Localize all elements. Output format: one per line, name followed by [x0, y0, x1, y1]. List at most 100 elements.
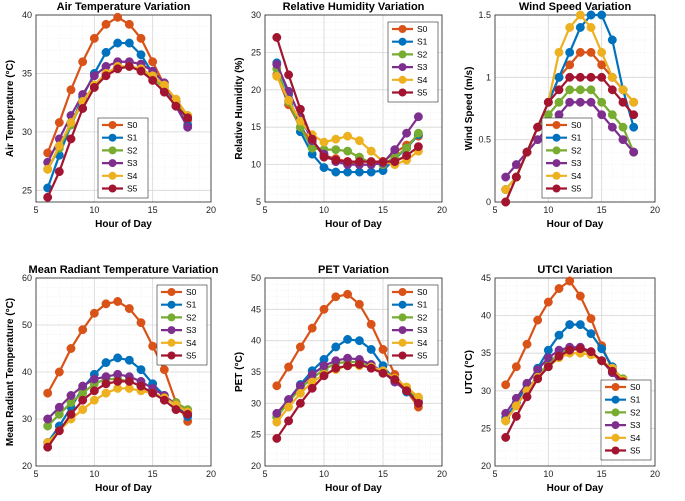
legend-box	[541, 117, 593, 199]
legend-swatch-marker	[398, 351, 407, 360]
plot-area-frame	[264, 277, 443, 467]
data-point	[565, 23, 575, 32]
data-point	[586, 10, 596, 20]
legend-swatch-marker	[398, 75, 407, 84]
data-point	[522, 147, 532, 157]
data-point	[586, 72, 596, 82]
data-point	[78, 57, 88, 67]
data-point	[575, 72, 585, 82]
data-point	[543, 362, 553, 372]
legend: S0 S1 S2 S3 S4 S5	[541, 117, 593, 199]
x-tick-label: 10	[89, 469, 99, 479]
data-point	[136, 381, 146, 391]
data-point	[501, 172, 511, 182]
x-axis-label: Hour of Day	[325, 219, 382, 230]
y-axis-label: Air Temperature (°C)	[5, 60, 16, 157]
y-tick-label: 40	[481, 311, 491, 321]
data-point	[43, 442, 53, 452]
data-point	[307, 383, 317, 393]
data-point	[575, 85, 585, 95]
legend-label: S3	[417, 325, 428, 335]
data-point	[295, 398, 305, 408]
data-point	[148, 57, 158, 67]
data-point	[597, 10, 607, 20]
data-point	[54, 426, 64, 436]
data-point	[307, 323, 317, 333]
legend-box	[97, 117, 149, 199]
data-point	[272, 417, 282, 427]
data-point	[343, 361, 353, 371]
data-point	[89, 83, 99, 92]
legend-box	[387, 21, 439, 103]
legend-label: S3	[127, 158, 138, 168]
x-tick-label: 15	[378, 205, 388, 215]
legend-label: S1	[127, 133, 138, 143]
data-point	[159, 365, 169, 375]
legend-label: S4	[186, 338, 197, 348]
data-point	[272, 32, 282, 42]
series-s5	[272, 32, 423, 167]
legend-label: S2	[571, 145, 582, 155]
x-axis-label: Hour of Day	[95, 219, 152, 230]
data-point	[307, 134, 317, 144]
data-point	[295, 104, 305, 114]
legend-swatch-marker	[552, 146, 561, 155]
data-point	[390, 375, 400, 384]
data-point	[78, 395, 88, 405]
legend-label: S1	[417, 37, 428, 47]
data-point	[607, 85, 617, 95]
x-tick-label: 15	[597, 205, 607, 215]
data-point	[366, 167, 376, 177]
legend-swatch-marker	[167, 313, 176, 322]
x-tick-label: 5	[492, 205, 497, 215]
data-point	[575, 97, 585, 107]
data-point	[597, 344, 607, 354]
legend-swatch-marker	[167, 326, 176, 335]
y-tick-label: 35	[251, 367, 261, 377]
data-point	[565, 320, 575, 330]
data-point	[533, 365, 543, 375]
data-point	[629, 147, 639, 157]
data-point	[136, 365, 146, 375]
data-point	[565, 72, 575, 82]
data-point	[586, 97, 596, 107]
data-point	[284, 362, 294, 372]
x-tick-label: 20	[437, 469, 447, 479]
data-point	[354, 336, 364, 346]
data-point	[113, 64, 123, 74]
data-point	[101, 19, 111, 29]
data-point	[319, 137, 329, 147]
data-point	[354, 360, 364, 369]
data-point	[319, 371, 329, 381]
legend: S0 S1 S2 S3 S4 S5	[156, 284, 208, 366]
data-point	[554, 110, 564, 120]
data-point	[66, 344, 76, 353]
x-tick-label: 10	[543, 469, 553, 479]
data-point	[89, 33, 99, 43]
legend-swatch-marker	[611, 446, 620, 455]
data-point	[543, 297, 553, 307]
data-point	[413, 112, 423, 122]
data-point	[575, 10, 585, 20]
data-point	[284, 95, 294, 105]
data-point	[319, 163, 329, 173]
data-point	[607, 110, 617, 120]
data-point	[366, 319, 376, 329]
data-point	[66, 134, 76, 144]
legend: S0 S1 S2 S3 S4 S5	[600, 379, 652, 461]
data-point	[272, 381, 282, 391]
chart-title: Mean Radiant Temperature Variation	[29, 264, 219, 276]
legend-label: S0	[186, 287, 197, 297]
legend-label: S2	[630, 407, 641, 417]
data-point	[354, 136, 364, 146]
legend-swatch-marker	[167, 300, 176, 309]
legend-label: S2	[127, 145, 138, 155]
data-point	[629, 110, 639, 120]
data-point	[366, 363, 376, 373]
legend-swatch-marker	[611, 395, 620, 404]
data-point	[89, 71, 99, 81]
plot-area-frame	[35, 277, 212, 467]
series-s5	[43, 376, 193, 452]
legend-label: S4	[127, 171, 138, 181]
